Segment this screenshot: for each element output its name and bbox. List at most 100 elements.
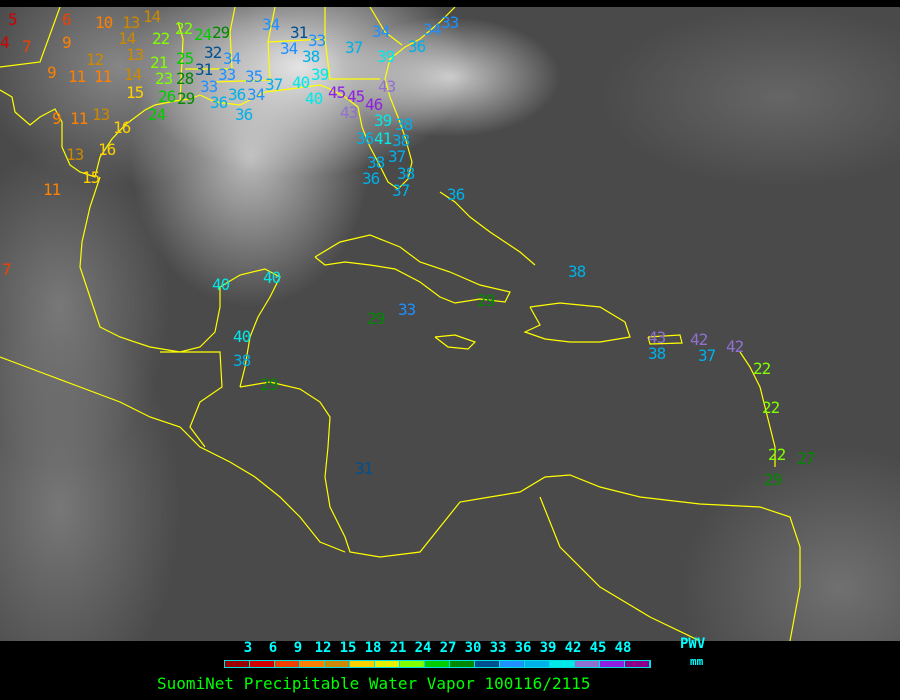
station-pwv-label: 38 [392, 131, 410, 150]
station-pwv-label: 38 [395, 115, 413, 134]
station-pwv-label: 15 [126, 83, 144, 102]
legend-tick: 21 [389, 640, 407, 656]
legend-swatch [575, 661, 600, 667]
station-pwv-label: 34 [372, 22, 390, 41]
station-pwv-label: 40 [305, 89, 323, 108]
central-america-pacific-coast [0, 356, 346, 553]
station-pwv-label: 40 [212, 275, 230, 294]
station-pwv-label: 7 [22, 37, 32, 56]
station-pwv-label: 25 [176, 49, 194, 68]
station-pwv-label: 42 [726, 337, 744, 356]
legend-tick: 9 [293, 640, 303, 656]
product-title: SuomiNet Precipitable Water Vapor 100116… [157, 674, 591, 693]
puerto-rico-coast [647, 334, 683, 345]
station-pwv-label: 29 [260, 375, 278, 394]
station-pwv-label: 11 [68, 67, 86, 86]
station-pwv-label: 29 [367, 309, 385, 328]
station-pwv-label: 4 [0, 33, 10, 52]
station-pwv-label: 38 [568, 262, 586, 281]
station-pwv-label: 23 [155, 69, 173, 88]
legend-tick: 15 [339, 640, 357, 656]
mexico-gulf-coast [79, 176, 281, 388]
legend-tick: 24 [414, 640, 432, 656]
legend-swatch [550, 661, 575, 667]
legend-swatch [525, 661, 550, 667]
cuba-coast [314, 234, 511, 304]
station-pwv-label: 16 [113, 118, 131, 137]
legend-swatch [375, 661, 400, 667]
station-pwv-label: 33 [398, 300, 416, 319]
legend-tick: 6 [268, 640, 278, 656]
station-pwv-label: 7 [2, 260, 12, 279]
station-pwv-label: 33 [218, 65, 236, 84]
station-pwv-label: 9 [52, 109, 62, 128]
station-pwv-label: 42 [690, 330, 708, 349]
station-pwv-label: 13 [122, 13, 140, 32]
station-pwv-label: 38 [302, 47, 320, 66]
station-pwv-label: 16 [98, 140, 116, 159]
station-pwv-label: 45 [328, 83, 346, 102]
station-pwv-label: 36 [447, 185, 465, 204]
station-pwv-label: 41 [374, 129, 392, 148]
station-pwv-label: 22 [762, 398, 780, 417]
station-pwv-label: 21 [150, 53, 168, 72]
us-state-borders [267, 38, 380, 80]
station-pwv-label: 29 [764, 470, 782, 489]
legend-swatch [600, 661, 625, 667]
station-pwv-label: 32 [204, 43, 222, 62]
station-pwv-label: 38 [397, 164, 415, 183]
station-pwv-label: 22 [768, 445, 786, 464]
legend-tick: 36 [514, 640, 532, 656]
legend-tick: 45 [589, 640, 607, 656]
station-pwv-label: 27 [797, 449, 815, 468]
legend-swatch [425, 661, 450, 667]
station-pwv-label: 38 [233, 351, 251, 370]
station-pwv-label: 36 [408, 37, 426, 56]
station-pwv-label: 43 [340, 103, 358, 122]
us-state-borders [0, 7, 61, 68]
station-pwv-label: 28 [176, 69, 194, 88]
legend-tick: 48 [614, 640, 632, 656]
legend-tick: 3 [243, 640, 253, 656]
station-pwv-label: 9 [47, 63, 57, 82]
legend-swatch [400, 661, 425, 667]
legend-tick: 27 [439, 640, 457, 656]
station-pwv-label: 10 [95, 13, 113, 32]
station-pwv-label: 13 [92, 105, 110, 124]
coastlines-and-borders [0, 7, 801, 641]
station-pwv-label: 14 [143, 7, 161, 26]
station-pwv-label: 39 [374, 111, 392, 130]
station-pwv-label: 15 [82, 168, 100, 187]
station-pwv-label: 14 [124, 65, 142, 84]
station-pwv-label: 33 [308, 31, 326, 50]
station-pwv-label: 37 [345, 38, 363, 57]
station-pwv-label: 37 [265, 75, 283, 94]
station-pwv-label: 22 [152, 29, 170, 48]
satellite-image: 5 6 10 13 14 4 7 9 14 22 22 24 29 12 13 21 25 32 34 31 33 9 11… [0, 7, 900, 641]
legend-swatch [450, 661, 475, 667]
legend-swatch [325, 661, 350, 667]
station-pwv-label: 46 [365, 95, 383, 114]
station-pwv-label: 24 [148, 105, 166, 124]
station-pwv-label: 33 [441, 13, 459, 32]
legend-tick: 33 [489, 640, 507, 656]
station-pwv-label: 45 [347, 87, 365, 106]
legend-swatch [625, 661, 650, 667]
jamaica-coast [434, 334, 477, 350]
legend-swatch [300, 661, 325, 667]
legend-tick: 39 [539, 640, 557, 656]
station-pwv-label: 43 [648, 328, 666, 347]
station-pwv-label: 31 [195, 60, 213, 79]
station-pwv-label: 40 [263, 268, 281, 287]
south-america-border [539, 496, 701, 641]
legend-swatch [225, 661, 250, 667]
station-pwv-label: 34 [280, 39, 298, 58]
legend-swatch [475, 661, 500, 667]
legend-quantity: PWV [680, 636, 706, 652]
legend-tick: 30 [464, 640, 482, 656]
station-pwv-label: 37 [392, 181, 410, 200]
station-pwv-label: 36 [228, 85, 246, 104]
station-pwv-label: 26 [158, 87, 176, 106]
lesser-antilles [739, 351, 776, 467]
